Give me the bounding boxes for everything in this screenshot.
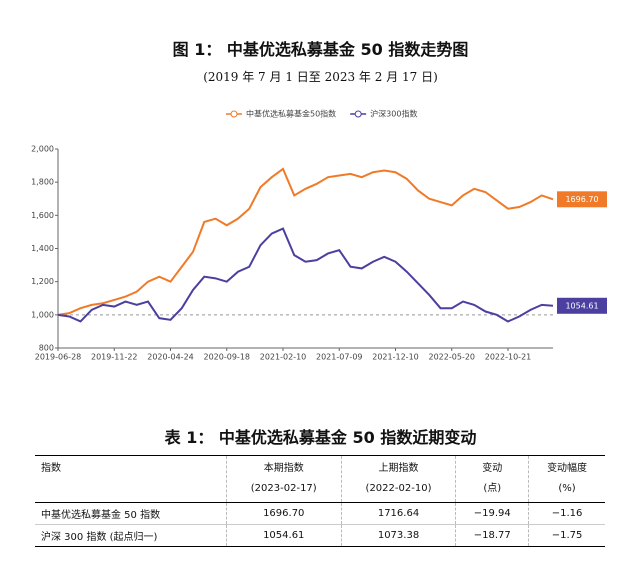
header-text: 变动幅度 [547, 463, 588, 474]
legend-label: 沪深300指数 [370, 109, 417, 119]
y-tick-label: 800 [39, 344, 54, 353]
chart: 800 1,000 1,200 1,400 1,600 1,800 2,000 2019-06… [31, 109, 607, 362]
table-header: 指数 本期指数 (2023-02-17) 上期指数 (2022-02-10) 变动 (… [35, 455, 605, 503]
header-cell: 本期指数 (2023-02-17) [225, 455, 342, 503]
y-tick-label: 1,800 [31, 178, 54, 187]
end-label-box [557, 191, 607, 208]
series-line [57, 167, 554, 316]
header-cell: 指数 [35, 456, 226, 503]
cell: −18.77 [455, 524, 529, 547]
y-tick-label: 1,600 [31, 211, 54, 220]
x-tick-label: 2022-10-21 [485, 353, 532, 362]
end-label-box [557, 297, 607, 314]
header-text: 变动 [482, 463, 503, 474]
x-tick-label: 2021-07-09 [316, 353, 363, 362]
end-label: 1696.70 [565, 195, 598, 204]
cell: 沪深 300 指数 (起点归一) [41, 532, 158, 543]
header-cell: 变动幅度 (%) [528, 455, 605, 503]
header-text: 上期指数 [378, 463, 419, 474]
cell: 1696.70 [225, 502, 342, 525]
x-tick-label: 2019-06-28 [35, 353, 82, 362]
table-title: 表 1： 中基优选私募基金 50 指数近期变动 [164, 428, 477, 447]
x-tick-label: 2021-02-10 [260, 353, 307, 362]
x-tick-label: 2022-05-20 [429, 353, 476, 362]
y-tick-label: 1,400 [31, 244, 54, 253]
y-tick-label: 1,000 [31, 310, 54, 319]
cell: 中基优选私募基金 50 指数 [41, 510, 161, 521]
cell: −19.94 [455, 502, 529, 525]
figure-subtitle: (2019 年 7 月 1 日至 2023 年 2 月 17 日) [203, 70, 438, 84]
x-tick-label: 2019-11-22 [91, 353, 138, 362]
x-tick-label: 2020-09-18 [204, 353, 251, 362]
header-text: 指数 [41, 463, 61, 474]
cell: −1.75 [528, 524, 605, 547]
legend-label: 中基优选私募基金50指数 [246, 109, 336, 119]
header-cell: 上期指数 (2022-02-10) [340, 455, 456, 503]
x-tick-label: 2020-04-24 [147, 353, 194, 362]
y-tick-label: 2,000 [31, 145, 54, 154]
header-sub: (点) [483, 483, 502, 494]
series-line [57, 227, 554, 323]
x-tick-label: 2021-12-10 [372, 353, 419, 362]
end-label: 1054.61 [565, 301, 598, 310]
header-cell: 变动 (点) [455, 455, 529, 503]
y-tick-label: 1,200 [31, 277, 54, 286]
header-sub: (2022-02-10) [365, 483, 432, 494]
header-sub: (2023-02-17) [250, 483, 317, 494]
cell: 1716.64 [340, 502, 456, 525]
table-row: 沪深 300 指数 (起点归一) 1054.61 1073.38 −18.77 … [35, 524, 605, 547]
legend-marker [230, 110, 238, 118]
header-sub: (%) [558, 483, 576, 494]
header-text: 本期指数 [263, 463, 304, 474]
legend-marker [354, 110, 362, 118]
data-table: 指数 本期指数 (2023-02-17) 上期指数 (2022-02-10) 变动 (… [35, 455, 605, 547]
cell: −1.16 [528, 502, 605, 525]
figure-title: 图 1： 中基优选私募基金 50 指数走势图 [172, 40, 469, 59]
cell: 1054.61 [225, 524, 342, 547]
cell: 1073.38 [340, 524, 456, 547]
table-row: 中基优选私募基金 50 指数 1696.70 1716.64 −19.94 −1… [35, 502, 605, 525]
